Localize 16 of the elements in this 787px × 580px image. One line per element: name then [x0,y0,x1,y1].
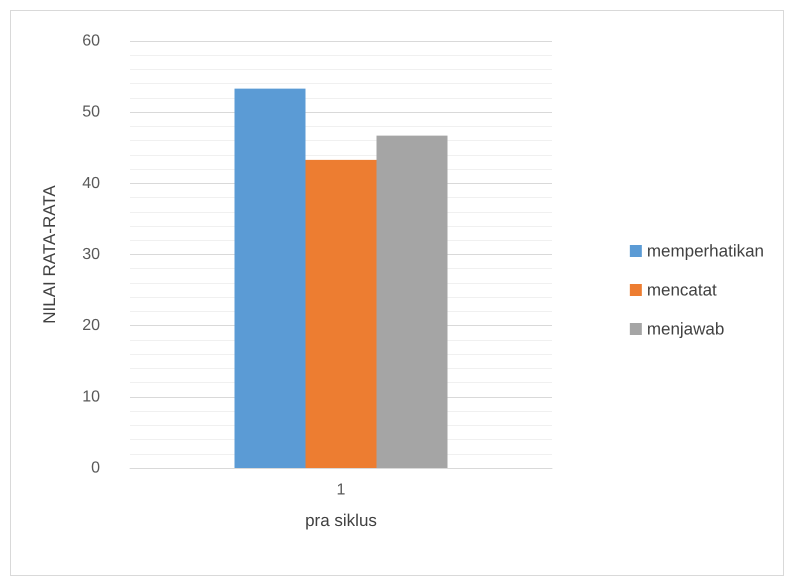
bar [376,136,448,468]
y-tick-label: 30 [82,246,100,263]
y-tick-label: 20 [82,317,100,334]
legend-label: menjawab [646,320,724,338]
legend-label: memperhatikan [646,242,764,260]
legend-label: mencatat [646,280,718,300]
x-tick-label: 1 [336,482,346,498]
y-tick-label: 60 [82,32,100,50]
y-tick-label: 50 [82,104,100,121]
y-tick-label: 0 [91,460,100,476]
y-axis-title: NILAI RATA-RATA [40,184,59,324]
x-axis-title: pra siklus [305,511,377,530]
bar [306,160,376,468]
y-tick-label: 40 [82,174,100,192]
bar [234,88,306,468]
y-tick-label: 10 [82,388,100,406]
